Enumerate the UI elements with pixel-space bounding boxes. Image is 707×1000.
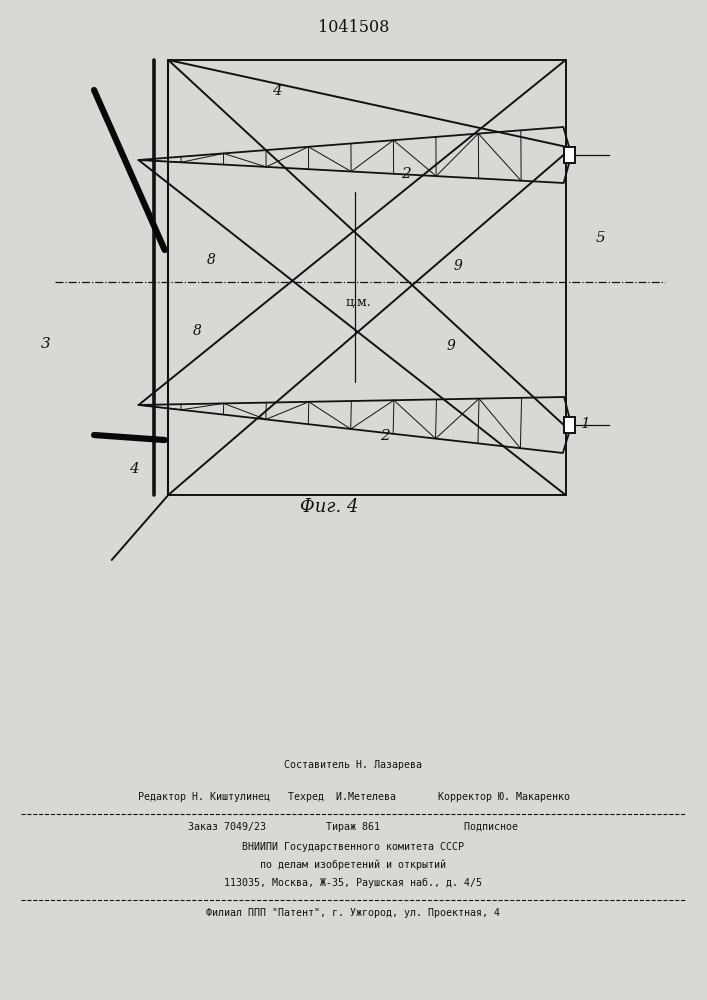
Text: 3: 3	[41, 337, 51, 351]
Text: 8: 8	[192, 324, 201, 338]
Text: Филиал ППП "Патент", г. Ужгород, ул. Проектная, 4: Филиал ППП "Патент", г. Ужгород, ул. Про…	[206, 908, 501, 918]
Text: 5: 5	[595, 231, 605, 245]
Text: 113035, Москва, Ж-35, Раушская наб., д. 4/5: 113035, Москва, Ж-35, Раушская наб., д. …	[225, 878, 482, 888]
Text: 2: 2	[401, 167, 411, 181]
Text: ц.м.: ц.м.	[345, 296, 370, 309]
Text: ВНИИПИ Государственного комитета СССР: ВНИИПИ Государственного комитета СССР	[243, 842, 464, 852]
Text: Φиг. 4: Φиг. 4	[300, 498, 359, 516]
Text: 9: 9	[447, 339, 456, 353]
Text: 2: 2	[380, 429, 390, 443]
Text: 4: 4	[129, 462, 139, 476]
Text: Составитель Н. Лазарева: Составитель Н. Лазарева	[284, 760, 423, 770]
Text: 1: 1	[581, 417, 591, 431]
Text: 1041508: 1041508	[318, 19, 389, 36]
Text: 8: 8	[206, 253, 216, 267]
Bar	[564, 417, 575, 433]
Text: Заказ 7049/23          Тираж 861              Подписное: Заказ 7049/23 Тираж 861 Подписное	[189, 822, 518, 832]
Bar	[564, 147, 575, 163]
Text: 9: 9	[453, 259, 462, 273]
Text: 4: 4	[272, 84, 282, 98]
Text: по делам изобретений и открытий: по делам изобретений и открытий	[260, 859, 447, 870]
Text: Редактор Н. Киштулинец   Техред  И.Метелева       Корректор Ю. Макаренко: Редактор Н. Киштулинец Техред И.Метелева…	[137, 792, 570, 802]
